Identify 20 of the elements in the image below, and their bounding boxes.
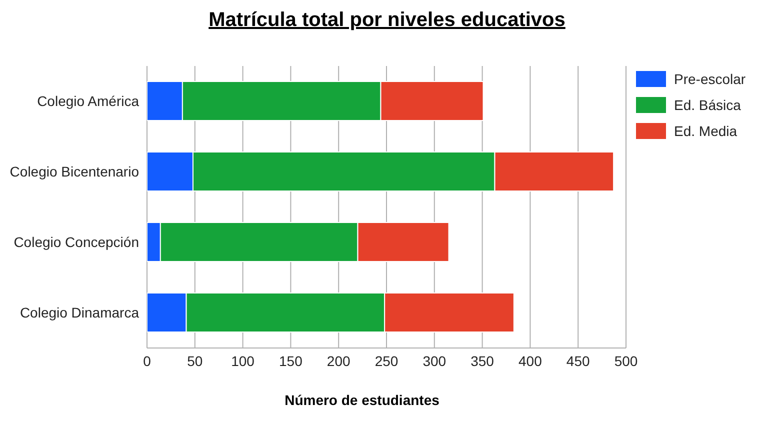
y-tick-label: Colegio Bicentenario	[10, 164, 140, 180]
x-tick-label: 100	[231, 352, 255, 369]
x-tick-label: 150	[279, 352, 303, 369]
x-tick-label: 300	[422, 352, 446, 369]
x-tick-label: 250	[374, 352, 398, 369]
y-tick-label: Colegio Dinamarca	[20, 304, 140, 321]
legend-label: Pre-escolar	[674, 71, 746, 87]
x-tick-label: 500	[614, 352, 638, 369]
x-tick-label: 450	[566, 352, 590, 369]
x-tick-label: 400	[518, 352, 542, 369]
x-axis-title: Número de estudiantes	[284, 392, 440, 408]
y-tick-label: Colegio Concepción	[14, 234, 139, 250]
y-tick-label: Colegio América	[37, 93, 140, 110]
x-tick-label: 200	[326, 352, 350, 369]
legend-label: Ed. Media	[674, 123, 738, 139]
x-tick-label: 350	[470, 352, 494, 369]
chart-title: Matrícula total por niveles educativos	[208, 8, 566, 33]
x-tick-label: 0	[143, 352, 152, 369]
legend-label: Ed. Básica	[674, 97, 741, 113]
x-tick-label: 50	[187, 352, 203, 369]
